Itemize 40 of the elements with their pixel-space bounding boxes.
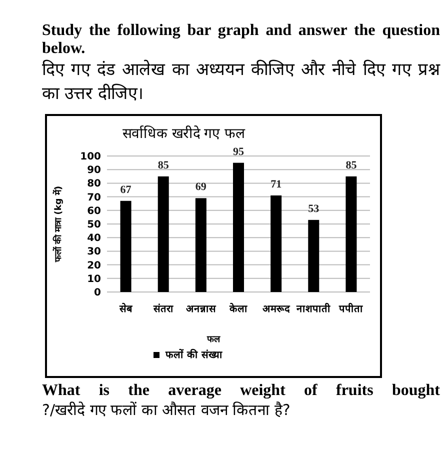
data-label: 71 <box>270 178 282 190</box>
text: ?/खरीदे गए फलों का औसत वजन कितना है? <box>42 400 292 420</box>
bar <box>233 162 244 292</box>
y-tick-label: 20 <box>87 260 102 272</box>
x-tick-label: केला <box>228 302 248 315</box>
x-axis-title: फल <box>206 335 221 345</box>
x-tick-label: अनन्नास <box>186 304 217 315</box>
text: What is the average weight of fruits bought <box>42 382 440 400</box>
data-label: 85 <box>158 159 170 172</box>
x-tick-label: पपीता <box>338 302 364 315</box>
bar <box>120 200 132 292</box>
data-label: 95 <box>233 146 244 158</box>
x-tick-label: अमरूद <box>262 304 291 315</box>
y-tick-label: 90 <box>87 165 102 176</box>
data-label: 85 <box>346 159 358 172</box>
bar <box>270 195 282 292</box>
x-tick-label: नाशपाती <box>296 302 331 315</box>
data-label: 53 <box>308 202 320 215</box>
text: दिए गए दंड आलेख का अध्ययन कीजिए और नीचे दिए गए प्रश्न का उत्तर दीजिए। <box>42 58 440 106</box>
data-label: 67 <box>120 184 132 196</box>
bar <box>308 220 320 292</box>
legend-label: फलों की संख्या <box>164 348 222 361</box>
y-tick-label: 70 <box>87 192 102 204</box>
x-tick-label: सेब <box>118 302 134 315</box>
bar <box>158 176 169 292</box>
y-axis-title: फलों की मात्रा (kg में) <box>52 186 64 264</box>
bar <box>195 198 206 292</box>
chart-title: सर्वाधिक खरीदे गए फल <box>122 125 246 142</box>
text: Study the following bar graph and answer the question below. <box>42 22 440 58</box>
y-tick-label: 10 <box>87 274 102 285</box>
y-tick-label: 60 <box>87 206 102 217</box>
y-tick-label: 50 <box>87 220 102 230</box>
y-tick-label: 0 <box>94 288 102 298</box>
y-tick-label: 80 <box>87 178 102 190</box>
bar <box>346 176 357 292</box>
y-tick-label: 100 <box>80 152 102 162</box>
y-tick-label: 30 <box>87 246 102 258</box>
data-label: 69 <box>195 181 207 194</box>
y-tick-label: 40 <box>87 233 102 244</box>
x-tick-label: संतरा <box>152 303 174 315</box>
